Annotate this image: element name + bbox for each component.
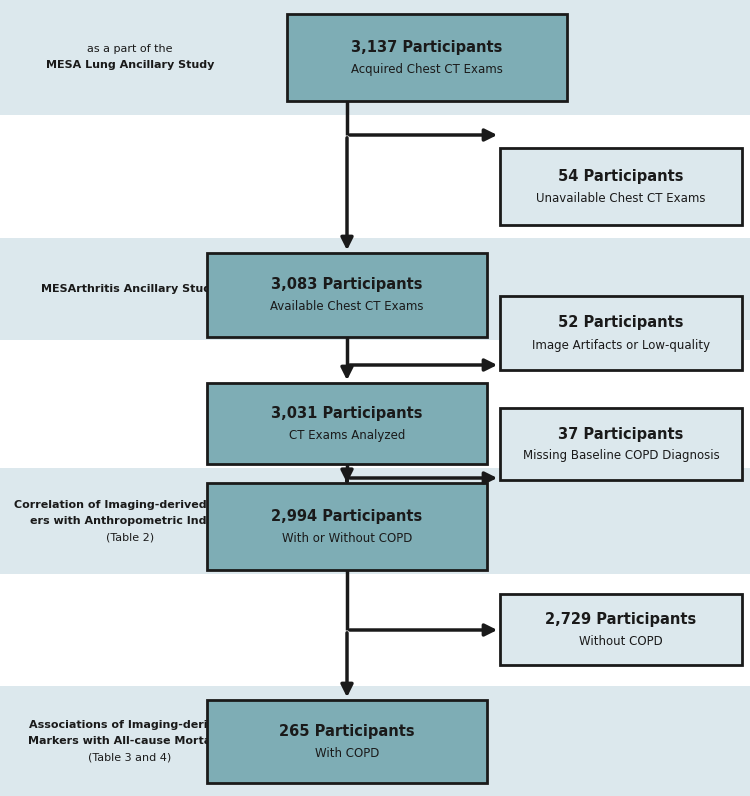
Text: With or Without COPD: With or Without COPD [282, 532, 412, 545]
Text: as a part of the: as a part of the [87, 45, 172, 54]
Bar [207, 483, 487, 570]
Bar [207, 253, 487, 337]
Text: 2,994 Participants: 2,994 Participants [272, 509, 423, 524]
Text: ers with Anthropometric Indices: ers with Anthropometric Indices [29, 516, 230, 526]
Bar [500, 296, 742, 370]
Text: (Table 3 and 4): (Table 3 and 4) [88, 752, 172, 762]
Text: MESA Lung Ancillary Study: MESA Lung Ancillary Study [46, 60, 214, 71]
Text: Missing Baseline COPD Diagnosis: Missing Baseline COPD Diagnosis [523, 450, 719, 462]
Bar [500, 408, 742, 480]
Text: 3,031 Participants: 3,031 Participants [272, 406, 423, 421]
Text: (Table 2): (Table 2) [106, 532, 154, 542]
Text: Associations of Imaging-derived: Associations of Imaging-derived [29, 720, 230, 730]
Bar [207, 700, 487, 783]
Bar [0, 0, 750, 115]
Text: 37 Participants: 37 Participants [558, 427, 684, 442]
Text: Markers with All-cause Mortality: Markers with All-cause Mortality [28, 736, 232, 746]
Bar [287, 14, 567, 101]
Text: Correlation of Imaging-derived Mark-: Correlation of Imaging-derived Mark- [13, 500, 246, 510]
Bar [0, 686, 750, 796]
Bar [0, 238, 750, 340]
Text: CT Exams Analyzed: CT Exams Analyzed [289, 429, 405, 442]
Bar [500, 594, 742, 665]
Text: 52 Participants: 52 Participants [558, 315, 684, 330]
Text: 54 Participants: 54 Participants [558, 169, 684, 184]
Text: Image Artifacts or Low-quality: Image Artifacts or Low-quality [532, 338, 710, 352]
Text: 265 Participants: 265 Participants [279, 724, 415, 739]
Text: Acquired Chest CT Exams: Acquired Chest CT Exams [351, 63, 503, 76]
Text: Unavailable Chest CT Exams: Unavailable Chest CT Exams [536, 192, 706, 205]
Text: 3,083 Participants: 3,083 Participants [272, 278, 423, 292]
Bar [207, 383, 487, 464]
Text: Without COPD: Without COPD [579, 635, 663, 648]
Text: 2,729 Participants: 2,729 Participants [545, 612, 697, 627]
Bar [500, 148, 742, 225]
Bar [0, 468, 750, 574]
Text: With COPD: With COPD [315, 747, 380, 760]
Text: Available Chest CT Exams: Available Chest CT Exams [270, 301, 424, 314]
Text: MESArthritis Ancillary Study: MESArthritis Ancillary Study [41, 284, 219, 294]
Text: 3,137 Participants: 3,137 Participants [351, 40, 502, 55]
